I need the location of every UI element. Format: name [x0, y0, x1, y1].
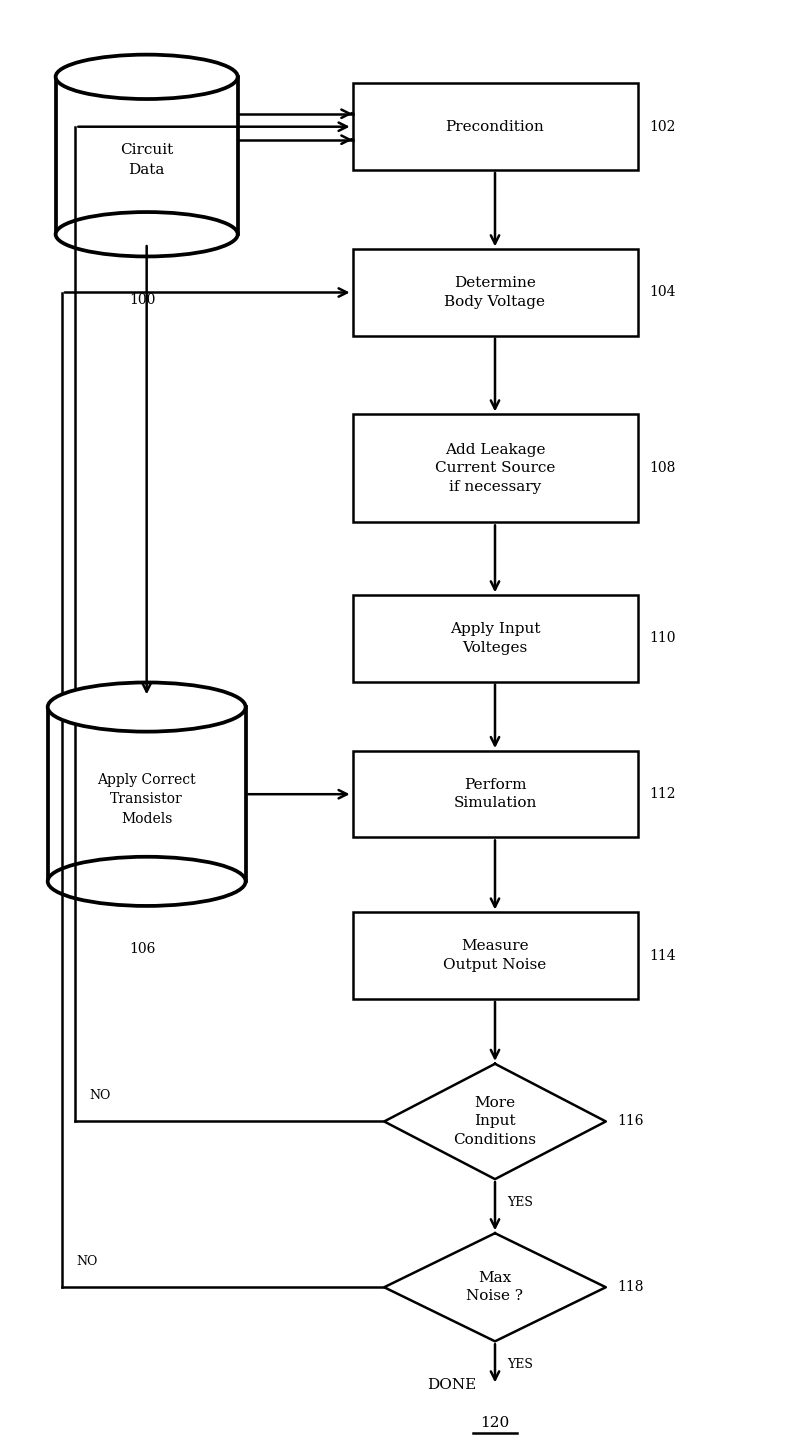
Text: 104: 104	[650, 286, 676, 300]
Bar	[353, 751, 638, 838]
Ellipse shape	[48, 857, 246, 906]
Ellipse shape	[56, 55, 238, 99]
Text: NO: NO	[76, 1254, 98, 1267]
Text: 114: 114	[650, 948, 676, 963]
Text: 100: 100	[130, 293, 156, 306]
Bar	[353, 912, 638, 999]
Bar	[353, 249, 638, 336]
Text: Determine
Body Voltage: Determine Body Voltage	[445, 277, 546, 309]
Text: 110: 110	[650, 632, 676, 645]
Ellipse shape	[56, 212, 238, 257]
Bar	[353, 596, 638, 681]
Text: 120: 120	[480, 1415, 510, 1430]
Text: Measure
Output Noise: Measure Output Noise	[443, 940, 546, 972]
Text: Precondition: Precondition	[446, 120, 544, 133]
Text: 116: 116	[618, 1115, 644, 1128]
Text: 112: 112	[650, 787, 676, 802]
Text: 102: 102	[650, 120, 676, 133]
Ellipse shape	[48, 683, 246, 732]
Text: Add Leakage
Current Source
if necessary: Add Leakage Current Source if necessary	[435, 444, 555, 494]
Bar	[353, 415, 638, 522]
Text: Circuit
Data: Circuit Data	[120, 144, 174, 177]
Text: 118: 118	[618, 1280, 644, 1295]
Text: Max
Noise ?: Max Noise ?	[466, 1272, 523, 1304]
Text: Apply Correct
Transistor
Models: Apply Correct Transistor Models	[98, 773, 196, 825]
Text: Perform
Simulation: Perform Simulation	[454, 779, 537, 811]
Text: NO: NO	[90, 1089, 111, 1102]
Bar	[353, 84, 638, 170]
Text: DONE: DONE	[427, 1379, 476, 1392]
Text: YES: YES	[507, 1196, 533, 1209]
Text: 108: 108	[650, 461, 676, 476]
Text: 106: 106	[130, 942, 156, 956]
Text: More
Input
Conditions: More Input Conditions	[454, 1096, 537, 1147]
Text: Apply Input
Volteges: Apply Input Volteges	[450, 622, 540, 655]
Text: YES: YES	[507, 1357, 533, 1370]
